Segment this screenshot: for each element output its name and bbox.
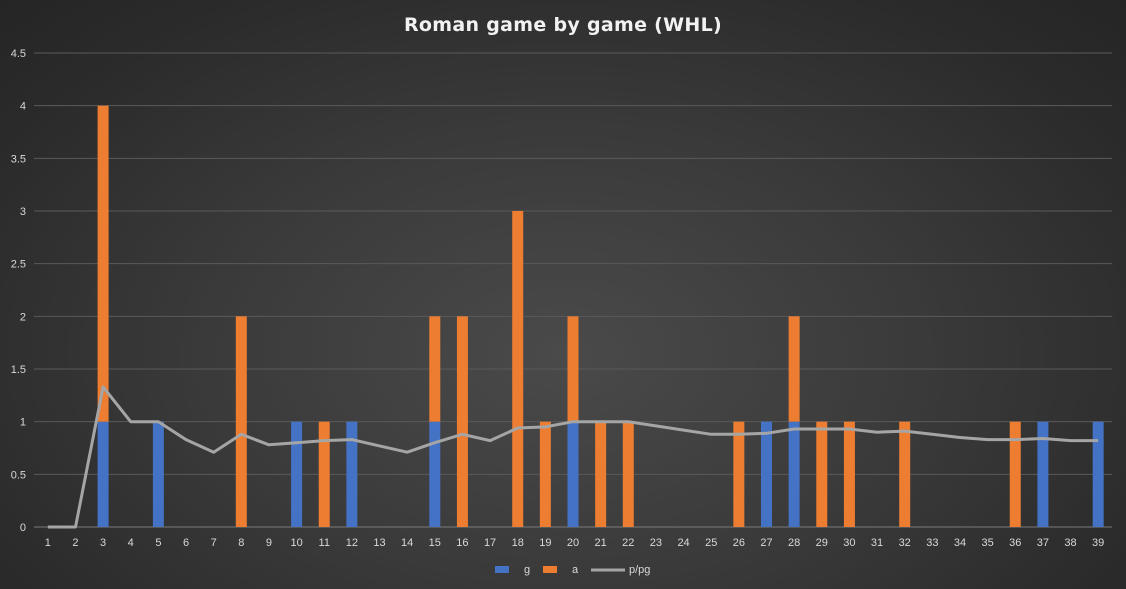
x-tick-label: 33 xyxy=(926,537,938,549)
x-tick-label: 6 xyxy=(183,537,189,549)
x-tick-label: 27 xyxy=(760,537,772,549)
x-tick-label: 30 xyxy=(843,537,855,549)
x-tick-label: 28 xyxy=(788,537,800,549)
bar-a xyxy=(539,421,551,527)
bar-a xyxy=(318,421,330,527)
legend-swatch-g xyxy=(495,566,509,573)
x-tick-label: 38 xyxy=(1064,537,1076,549)
x-tick-label: 23 xyxy=(650,537,662,549)
bar-a xyxy=(429,316,441,422)
bar-g xyxy=(567,421,579,527)
x-tick-label: 39 xyxy=(1092,537,1104,549)
x-tick-label: 10 xyxy=(290,537,302,549)
x-tick-label: 3 xyxy=(100,537,106,549)
x-tick-label: 21 xyxy=(595,537,607,549)
y-tick-label: 0 xyxy=(20,522,26,534)
legend-label: a xyxy=(572,564,579,576)
y-tick-label: 4.5 xyxy=(11,48,26,60)
x-tick-label: 29 xyxy=(816,537,828,549)
y-tick-label: 2.5 xyxy=(11,259,26,271)
x-tick-label: 14 xyxy=(401,537,413,549)
x-tick-label: 17 xyxy=(484,537,496,549)
x-tick-label: 24 xyxy=(677,537,689,549)
x-tick-label: 9 xyxy=(266,537,272,549)
y-tick-label: 1.5 xyxy=(11,364,26,376)
x-tick-label: 34 xyxy=(954,537,966,549)
bar-g xyxy=(97,421,109,527)
bar-a xyxy=(843,421,855,527)
y-tick-label: 3.5 xyxy=(11,153,26,165)
x-tick-label: 25 xyxy=(705,537,717,549)
bar-g xyxy=(291,421,303,527)
bar-a xyxy=(235,316,247,527)
bar-g xyxy=(788,421,800,527)
x-tick-label: 36 xyxy=(1009,537,1021,549)
x-tick-label: 13 xyxy=(373,537,385,549)
line xyxy=(47,385,1099,529)
bar-g xyxy=(346,421,358,527)
x-tick-label: 8 xyxy=(238,537,244,549)
y-tick-label: 2 xyxy=(20,311,26,323)
x-tick-label: 2 xyxy=(72,537,78,549)
legend-label: g xyxy=(524,564,530,576)
x-tick-label: 4 xyxy=(128,537,134,549)
x-tick-label: 15 xyxy=(429,537,441,549)
bar-a xyxy=(456,316,468,527)
x-tick-label: 35 xyxy=(981,537,993,549)
bar-a xyxy=(733,421,745,527)
bar-g xyxy=(1037,421,1049,527)
bar-a xyxy=(622,421,634,527)
legend-swatch-a xyxy=(543,566,557,573)
bar-a xyxy=(97,105,109,422)
x-tick-label: 37 xyxy=(1037,537,1049,549)
bar-a xyxy=(567,316,579,422)
x-tick-label: 19 xyxy=(539,537,551,549)
bar-a xyxy=(816,421,828,527)
chart-title: Roman game by game (WHL) xyxy=(403,14,723,36)
x-tick-label: 16 xyxy=(456,537,468,549)
bar-g xyxy=(152,421,164,527)
x-tick-label: 32 xyxy=(899,537,911,549)
x-tick-label: 26 xyxy=(733,537,745,549)
y-tick-label: 0.5 xyxy=(11,469,26,481)
y-tick-label: 1 xyxy=(20,417,26,429)
x-tick-label: 18 xyxy=(512,537,524,549)
y-tick-label: 4 xyxy=(20,101,26,113)
x-tick-label: 1 xyxy=(45,537,51,549)
bar-a xyxy=(512,211,524,527)
legend: g a p/pg xyxy=(495,564,650,576)
x-tick-label: 20 xyxy=(567,537,579,549)
x-tick-label: 22 xyxy=(622,537,634,549)
bar-g xyxy=(760,421,772,527)
x-tick-label: 5 xyxy=(155,537,161,549)
x-tick-label: 7 xyxy=(211,537,217,549)
y-tick-label: 3 xyxy=(20,206,26,218)
bar-a xyxy=(899,421,911,527)
x-tick-label: 11 xyxy=(319,537,330,549)
bars xyxy=(97,105,1104,527)
x-tick-label: 31 xyxy=(871,537,883,549)
y-axis: 0 0.5 1 1.5 2 2.5 3 3.5 4 4.5 xyxy=(11,48,26,534)
bar-g xyxy=(429,421,441,527)
legend-label: p/pg xyxy=(629,564,650,576)
line-ppg xyxy=(47,385,1099,529)
bar-a xyxy=(1009,421,1021,527)
x-axis: 1 2 3 4 5 6 7 8 9 10 11 12 13 14 15 16 17 18 19 20 21 22 23 24 2… xyxy=(45,537,1105,549)
bar-a xyxy=(595,421,607,527)
bar-a xyxy=(788,316,800,422)
bar-g xyxy=(1092,421,1104,527)
x-tick-label: 12 xyxy=(346,537,358,549)
